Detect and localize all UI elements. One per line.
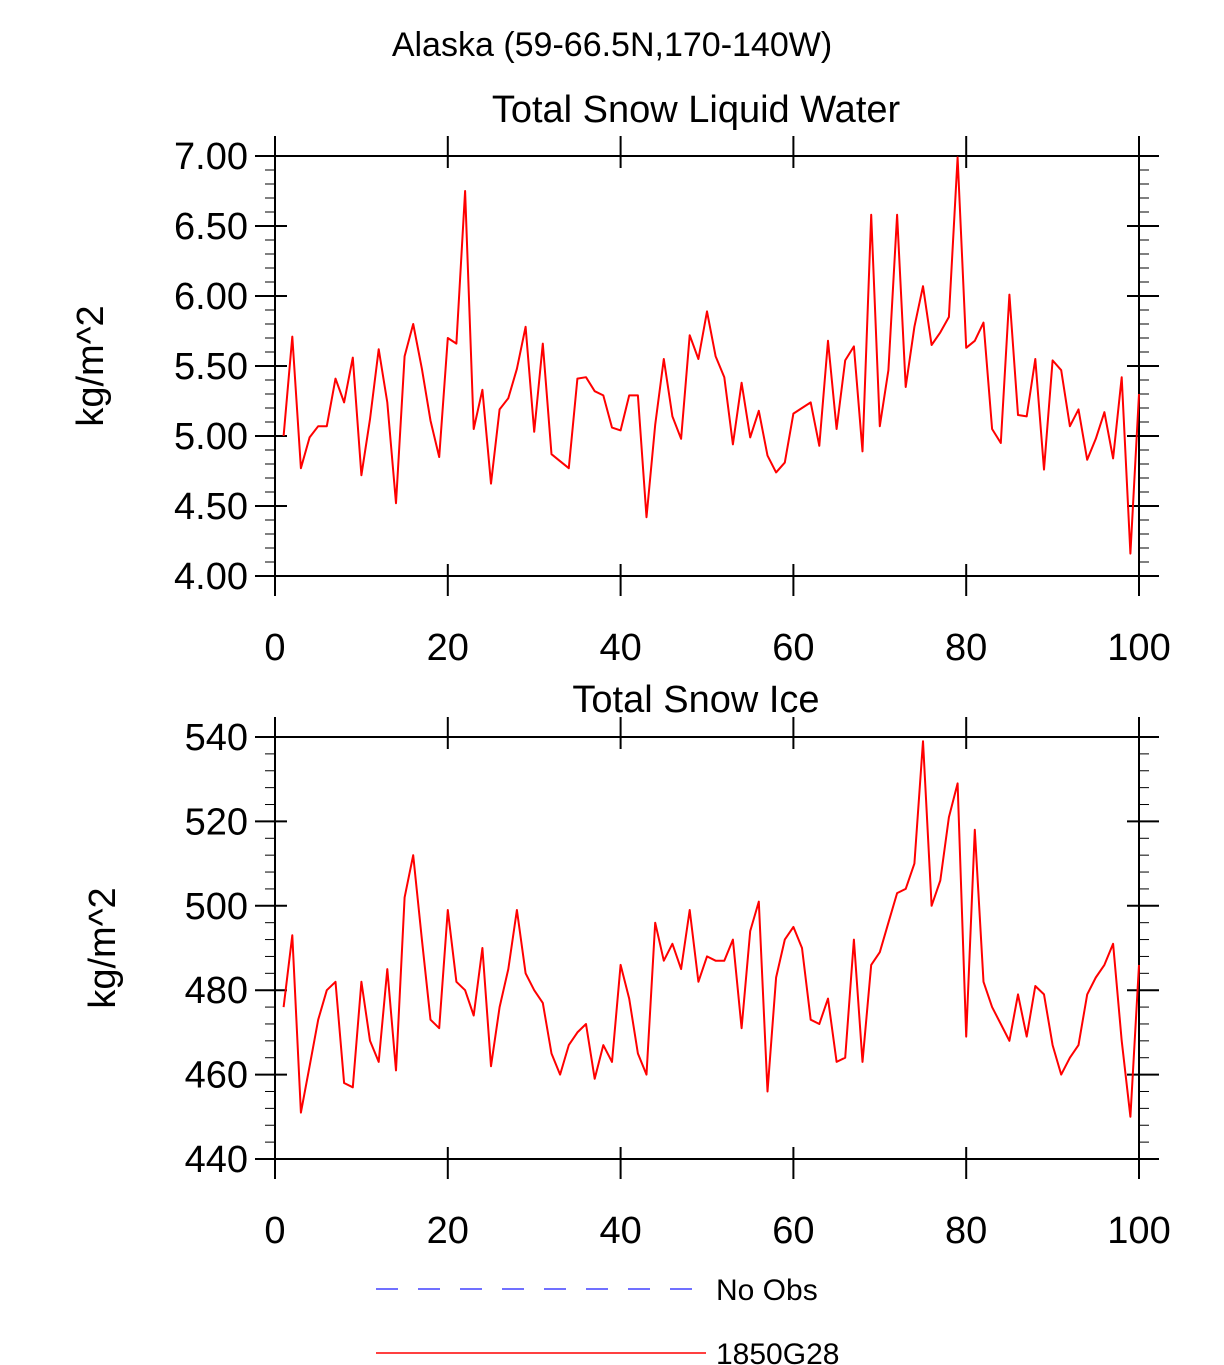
chart-title: Total Snow Ice [572, 679, 819, 721]
x-tick-label: 0 [264, 1210, 285, 1252]
x-tick-label: 40 [599, 1210, 641, 1252]
axis-ticks: 4.00 4.50 5.00 5.50 6.00 6.50 7.00 0 20 40 60 80 100 [174, 136, 1171, 669]
y-tick-label: 480 [185, 970, 248, 1012]
y-tick-label: 520 [185, 801, 248, 843]
series-layer [282, 740, 1140, 1118]
x-tick-label: 100 [1107, 627, 1170, 669]
x-tick-label: 100 [1107, 1210, 1170, 1252]
x-tick-label: 60 [772, 1210, 814, 1252]
y-tick-label: 6.50 [174, 206, 248, 248]
chart-panel-snow-ice: Total Snow Ice kg/m^2 440 460 480 500 520 540… [82, 679, 1171, 1252]
x-tick-label: 80 [945, 1210, 987, 1252]
y-tick-label: 7.00 [174, 136, 248, 178]
x-tick-label: 80 [945, 627, 987, 669]
y-tick-label: 500 [185, 886, 248, 928]
y-tick-label: 460 [185, 1055, 248, 1097]
legend: No Obs 1850G28 [376, 1274, 839, 1365]
x-tick-label: 60 [772, 627, 814, 669]
series-line-1850g28 [282, 156, 1140, 555]
series-line-1850g28 [282, 740, 1140, 1118]
plot-frame [274, 736, 1140, 1160]
legend-label-1850g28: 1850G28 [716, 1338, 839, 1365]
series-layer [282, 156, 1140, 555]
y-axis-label: kg/m^2 [82, 887, 124, 1008]
y-tick-label: 5.50 [174, 346, 248, 388]
y-axis-label: kg/m^2 [70, 305, 112, 426]
y-tick-label: 6.00 [174, 276, 248, 318]
y-tick-label: 440 [185, 1139, 248, 1181]
x-tick-label: 40 [599, 627, 641, 669]
y-tick-label: 4.50 [174, 486, 248, 528]
legend-label-no-obs: No Obs [716, 1274, 818, 1307]
figure-title: Alaska (59-66.5N,170-140W) [392, 26, 832, 64]
x-tick-label: 20 [427, 627, 469, 669]
y-tick-label: 540 [185, 717, 248, 759]
chart-title: Total Snow Liquid Water [492, 89, 901, 131]
chart-panel-liquid-water: Total Snow Liquid Water kg/m^2 4.00 4.50 5… [70, 89, 1171, 669]
x-tick-label: 20 [427, 1210, 469, 1252]
axis-ticks: 440 460 480 500 520 540 0 20 40 60 80 100 [185, 717, 1171, 1252]
y-tick-label: 5.00 [174, 416, 248, 458]
y-tick-label: 4.00 [174, 556, 248, 598]
x-tick-label: 0 [264, 627, 285, 669]
